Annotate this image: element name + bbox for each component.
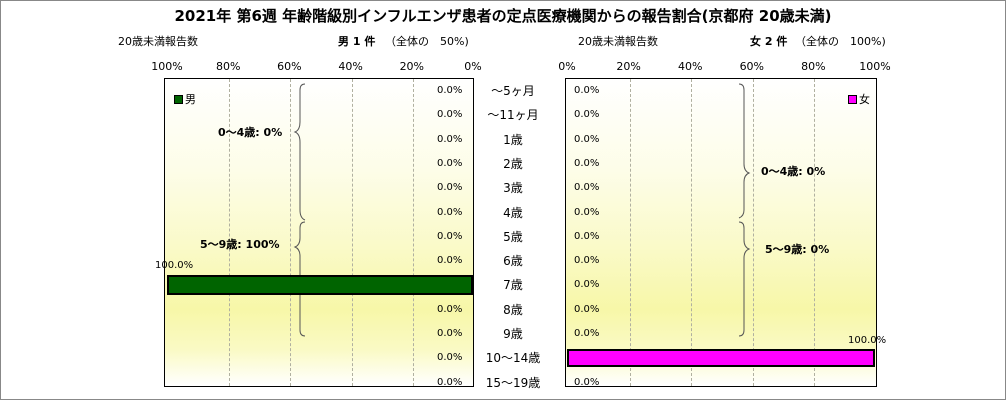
male-value-label: 0.0% xyxy=(437,109,463,121)
female-legend-label: 女 xyxy=(859,93,870,106)
female-legend-swatch xyxy=(848,95,857,104)
male-value-label: 0.0% xyxy=(437,352,463,364)
age-category-label: 10～14歳 xyxy=(485,351,541,366)
male-value-label: 0.0% xyxy=(437,157,463,169)
male-gridline xyxy=(412,79,414,386)
chart-title: 2021年 第6週 年齢階級別インフルエンザ患者の定点医療機関からの報告割合(京… xyxy=(174,7,832,25)
male-plot-area xyxy=(164,78,474,387)
female-group-braces xyxy=(738,83,751,337)
female-axis-tick: 0% xyxy=(558,60,576,73)
female-axis-tick: 40% xyxy=(677,60,703,73)
age-category-label: 8歳 xyxy=(503,302,523,317)
age-category-label: 2歳 xyxy=(503,156,523,171)
female-value-label: 0.0% xyxy=(574,303,600,315)
male-legend-label: 男 xyxy=(185,93,196,106)
female-value-label: 0.0% xyxy=(574,230,600,242)
right-share-header: （全体の 100%) xyxy=(795,35,886,48)
male-value-label: 0.0% xyxy=(437,133,463,145)
male-value-label: 100.0% xyxy=(155,260,194,272)
female-group-0-4-label: 0～4歳: 0% xyxy=(761,165,826,178)
left-main-header: 男 1 件 xyxy=(338,35,376,48)
male-axis-tick: 40% xyxy=(338,60,363,73)
age-category-label: 6歳 xyxy=(503,254,523,269)
male-value-label: 0.0% xyxy=(437,206,463,218)
female-axis-tick: 60% xyxy=(739,60,765,73)
male-gridline xyxy=(351,79,353,386)
age-category-label: ～5ヶ月 xyxy=(491,84,535,98)
male-group-5-9-label: 5～9歳: 100% xyxy=(200,238,280,251)
right-main-header: 女 2 件 xyxy=(750,35,788,48)
female-gridline xyxy=(752,79,754,386)
male-bar xyxy=(167,275,473,296)
male-group-braces xyxy=(293,83,306,337)
age-category-label: 9歳 xyxy=(503,327,523,341)
female-value-label: 0.0% xyxy=(574,328,600,339)
age-category-label: 5歳 xyxy=(503,229,523,244)
male-axis-tick: 100% xyxy=(151,60,183,73)
male-gridline xyxy=(290,79,292,386)
female-value-label: 0.0% xyxy=(574,279,600,291)
male-value-label: 0.0% xyxy=(437,328,463,339)
female-value-label: 0.0% xyxy=(574,85,600,96)
female-group-5-9-label: 5～9歳: 0% xyxy=(765,243,830,256)
male-value-label: 0.0% xyxy=(437,85,463,96)
male-axis-tick: 20% xyxy=(399,60,425,73)
left-sub-header: 20歳未満報告数 xyxy=(118,35,198,48)
female-legend: 女 xyxy=(848,94,870,105)
male-axis-tick: 0% xyxy=(464,60,482,73)
male-axis-tick: 80% xyxy=(215,60,241,73)
female-value-label: 100.0% xyxy=(848,335,887,347)
female-value-label: 0.0% xyxy=(574,255,600,267)
age-category-label: 1歳 xyxy=(503,132,523,147)
female-value-label: 0.0% xyxy=(574,206,600,218)
female-axis-tick: 80% xyxy=(801,60,826,73)
female-value-label: 0.0% xyxy=(574,133,600,145)
male-legend-swatch xyxy=(174,95,183,104)
female-value-label: 0.0% xyxy=(574,376,600,388)
female-bar xyxy=(567,349,875,368)
age-category-label: ～11ヶ月 xyxy=(487,108,539,123)
age-category-label: 7歳 xyxy=(503,278,523,293)
male-value-label: 0.0% xyxy=(437,182,463,194)
male-value-label: 0.0% xyxy=(437,230,463,242)
age-category-label: 4歳 xyxy=(503,205,523,220)
male-gridline xyxy=(229,79,231,386)
male-legend: 男 xyxy=(174,94,196,105)
female-value-label: 0.0% xyxy=(574,109,600,121)
female-gridline xyxy=(691,79,693,386)
female-plot-area xyxy=(565,78,877,387)
female-value-label: 0.0% xyxy=(574,157,600,169)
female-value-label: 0.0% xyxy=(574,182,600,194)
female-axis-tick: 100% xyxy=(859,60,891,73)
male-value-label: 0.0% xyxy=(437,303,463,315)
male-value-label: 0.0% xyxy=(437,255,463,267)
right-sub-header: 20歳未満報告数 xyxy=(578,35,658,48)
male-axis-tick: 60% xyxy=(277,60,302,73)
left-share-header: （全体の 50%) xyxy=(385,35,469,48)
male-group-0-4-label: 0～4歳: 0% xyxy=(218,126,283,139)
age-category-label: 15～19歳 xyxy=(485,375,541,390)
female-gridline xyxy=(814,79,816,386)
female-axis-tick: 20% xyxy=(616,60,641,73)
male-value-label: 0.0% xyxy=(437,376,463,388)
female-gridline xyxy=(629,79,631,386)
age-category-label: 3歳 xyxy=(503,181,523,196)
